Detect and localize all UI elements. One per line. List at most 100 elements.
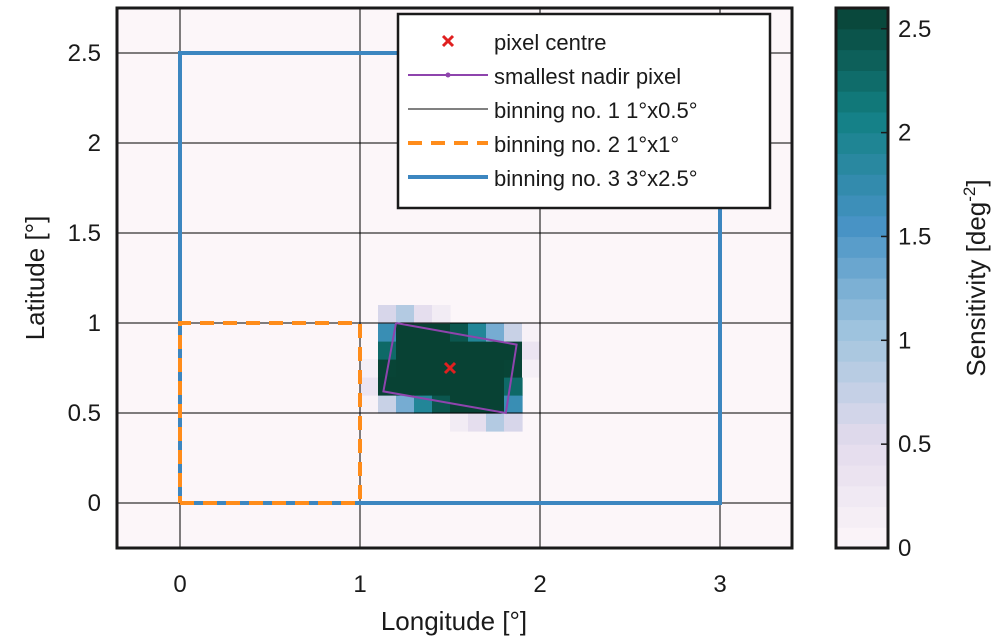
colorbar-tick-label: 2.5	[898, 16, 931, 43]
heatmap-cell	[450, 377, 469, 396]
colorbar-band	[836, 381, 888, 404]
colorbar-tick-label: 0.5	[898, 431, 931, 458]
colorbar-band	[836, 527, 888, 549]
heatmap-cell	[468, 359, 487, 378]
x-tick-label: 1	[353, 571, 366, 598]
legend-label-3: binning no. 1 1°x0.5°	[494, 98, 698, 123]
colorbar-band	[836, 215, 888, 238]
heatmap-cell	[360, 359, 379, 378]
colorbar-band	[836, 506, 888, 528]
x-tick-label: 0	[173, 571, 186, 598]
smallest-nadir-pixel-outline	[382, 322, 518, 415]
legend-label-2: smallest nadir pixel	[494, 64, 681, 89]
x-tick-labels: 0 1 2 3	[173, 571, 726, 598]
colorbar-band	[836, 111, 888, 134]
colorbar-band	[836, 319, 888, 341]
colorbar-tick-labels: 0 0.5 1 1.5 2 2.5	[881, 16, 931, 562]
heatmap-cell	[486, 395, 505, 414]
colorbar-band	[836, 464, 888, 487]
heatmap-cell	[378, 305, 397, 324]
colorbar-band	[836, 423, 888, 445]
heatmap-cell	[486, 377, 505, 396]
heatmap-cell	[414, 377, 433, 396]
heatmap-cell	[468, 377, 487, 396]
colorbar-tick-label: 0	[898, 535, 911, 562]
heatmap-cell	[414, 341, 433, 360]
legend-marker-pixel-centre	[441, 34, 455, 48]
colorbar-band	[836, 174, 888, 196]
heatmap-cell	[450, 323, 469, 342]
colorbar-band	[836, 402, 888, 424]
heatmap-cell	[378, 341, 397, 360]
legend-label-1: pixel centre	[494, 30, 607, 55]
heatmap-cell	[486, 413, 505, 432]
heatmap-cell	[378, 395, 397, 414]
colorbar-label: Sensitivity [deg-2]	[960, 179, 991, 376]
colorbar-tick-label: 1.5	[898, 223, 931, 250]
y-tick-label: 0	[88, 490, 101, 517]
heatmap-cell	[360, 377, 379, 396]
colorbar-band	[836, 257, 888, 279]
pixel-centre-marker	[443, 361, 457, 375]
heatmap-cell	[486, 341, 505, 360]
colorbar-frame	[834, 6, 890, 550]
colorbar-band	[836, 49, 888, 71]
heatmap-cell	[378, 323, 397, 342]
colorbar-tick-label: 2	[898, 120, 911, 147]
heatmap-cell	[450, 341, 469, 360]
heatmap-cell	[504, 413, 523, 432]
heatmap-cell	[396, 395, 415, 414]
y-tick-label: 0.5	[68, 400, 101, 427]
heatmap-cell	[360, 395, 379, 414]
legend: pixel centre smallest nadir pixel binnin…	[396, 12, 772, 210]
colorbar-band	[836, 236, 888, 258]
heatmap-cell	[468, 341, 487, 360]
legend-label-4: binning no. 2 1°x1°	[494, 132, 679, 157]
legend-label-5: binning no. 3 3°x2.5°	[494, 166, 698, 191]
y-tick-label: 2	[88, 130, 101, 157]
y-tick-labels: 0 0.5 1 1.5 2 2.5	[68, 40, 101, 517]
heatmap-cell	[432, 305, 451, 324]
colorbar-band	[836, 444, 888, 466]
heatmap-cell	[432, 395, 451, 414]
heatmap-cell	[432, 341, 451, 360]
colorbar-tick-label: 1	[898, 327, 911, 354]
colorbar-band	[836, 340, 888, 362]
heatmap-cell	[486, 323, 505, 342]
heatmap-cell	[414, 359, 433, 378]
heatmap-cell	[468, 395, 487, 414]
plot-frame	[115, 6, 794, 550]
heatmap-cell	[522, 323, 541, 342]
heatmap-cell	[396, 305, 415, 324]
colorbar-band	[836, 278, 888, 300]
legend-dot-nadir-pixel	[445, 72, 451, 78]
heatmap-cell	[396, 359, 415, 378]
colorbar: 0 0.5 1 1.5 2 2.5 Sensitivity [deg-2]	[834, 6, 991, 562]
x-tick-label: 2	[533, 571, 546, 598]
colorbar-band	[836, 194, 888, 217]
heatmap	[360, 305, 541, 432]
colorbar-band	[836, 8, 888, 30]
heatmap-cell	[450, 413, 469, 432]
heatmap-cell	[432, 377, 451, 396]
heatmap-cell	[414, 305, 433, 324]
heatmap-cell	[396, 341, 415, 360]
colorbar-band	[836, 91, 888, 113]
colorbar-band	[836, 153, 888, 175]
colorbar-label-exponent: -2	[960, 187, 979, 202]
binning-2-rect	[178, 321, 362, 505]
heatmap-cell	[504, 341, 523, 360]
heatmap-cell	[432, 323, 451, 342]
colorbar-band	[836, 298, 888, 321]
heatmap-cell	[522, 341, 541, 360]
colorbar-band	[836, 28, 888, 51]
y-tick-label: 1.5	[68, 220, 101, 247]
colorbar-gradient	[836, 8, 888, 549]
heatmap-cell	[396, 323, 415, 342]
heatmap-cell	[522, 359, 541, 378]
colorbar-band	[836, 70, 888, 92]
heatmap-cell	[504, 323, 523, 342]
colorbar-label-suffix: ]	[961, 179, 991, 186]
x-tick-label: 3	[713, 571, 726, 598]
